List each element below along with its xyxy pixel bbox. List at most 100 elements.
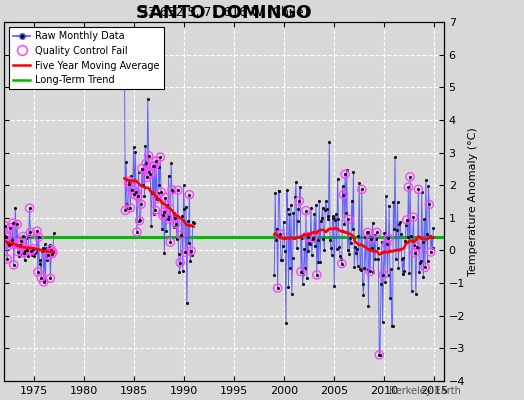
Point bbox=[177, 232, 185, 238]
Point bbox=[43, 252, 52, 258]
Point bbox=[424, 182, 433, 189]
Point bbox=[183, 299, 191, 306]
Point bbox=[307, 205, 315, 212]
Point bbox=[47, 246, 56, 253]
Point bbox=[365, 232, 374, 238]
Point bbox=[377, 281, 385, 288]
Point bbox=[173, 236, 181, 242]
Point bbox=[17, 238, 26, 244]
Point bbox=[181, 249, 190, 255]
Point bbox=[173, 187, 182, 194]
Point bbox=[276, 231, 285, 238]
Point bbox=[159, 212, 167, 219]
Point bbox=[140, 192, 149, 199]
Point bbox=[176, 259, 184, 266]
Point bbox=[374, 244, 382, 251]
Point bbox=[357, 186, 366, 193]
Point bbox=[187, 248, 195, 254]
Point bbox=[306, 241, 314, 247]
Point bbox=[339, 191, 347, 198]
Point bbox=[418, 238, 427, 245]
Point bbox=[311, 242, 319, 249]
Point bbox=[156, 154, 165, 160]
Point bbox=[362, 266, 370, 272]
Point bbox=[49, 230, 58, 237]
Point bbox=[45, 242, 53, 249]
Point bbox=[285, 284, 293, 290]
Point bbox=[154, 189, 162, 196]
Point bbox=[134, 193, 142, 200]
Point bbox=[310, 211, 319, 217]
Point bbox=[367, 236, 375, 242]
Point bbox=[297, 268, 305, 275]
Point bbox=[181, 249, 190, 255]
Point bbox=[150, 162, 159, 169]
Point bbox=[303, 275, 311, 281]
Point bbox=[25, 232, 33, 239]
Point bbox=[419, 274, 428, 280]
Point bbox=[401, 238, 409, 244]
Point bbox=[153, 195, 161, 202]
Point bbox=[19, 250, 28, 256]
Point bbox=[149, 211, 158, 217]
Point bbox=[405, 270, 413, 277]
Point bbox=[347, 240, 355, 246]
Point bbox=[429, 225, 438, 232]
Point bbox=[128, 187, 136, 193]
Point bbox=[39, 279, 48, 285]
Point bbox=[324, 212, 333, 219]
Point bbox=[374, 256, 383, 262]
Text: 33.652 S, 71.616 W (Chile): 33.652 S, 71.616 W (Chile) bbox=[140, 6, 308, 18]
Point bbox=[158, 226, 166, 232]
Point bbox=[313, 272, 321, 278]
Point bbox=[14, 248, 22, 255]
Point bbox=[134, 193, 142, 200]
Point bbox=[171, 215, 179, 221]
Point bbox=[425, 201, 433, 208]
Point bbox=[20, 257, 29, 264]
Point bbox=[121, 68, 129, 74]
Point bbox=[353, 245, 361, 252]
Point bbox=[123, 201, 131, 207]
Point bbox=[412, 244, 421, 250]
Point bbox=[147, 222, 155, 229]
Point bbox=[31, 246, 40, 252]
Point bbox=[1, 222, 9, 229]
Y-axis label: Temperature Anomaly (°C): Temperature Anomaly (°C) bbox=[468, 127, 478, 276]
Point bbox=[36, 257, 45, 264]
Point bbox=[38, 248, 46, 254]
Point bbox=[361, 233, 369, 240]
Point bbox=[346, 235, 354, 241]
Point bbox=[403, 234, 412, 240]
Point bbox=[124, 205, 132, 211]
Point bbox=[48, 250, 56, 257]
Point bbox=[357, 186, 366, 193]
Point bbox=[278, 243, 287, 249]
Point bbox=[304, 248, 313, 254]
Point bbox=[185, 192, 193, 198]
Point bbox=[146, 171, 155, 177]
Point bbox=[19, 233, 27, 240]
Point bbox=[28, 252, 36, 259]
Point bbox=[40, 240, 49, 247]
Point bbox=[325, 139, 333, 146]
Point bbox=[337, 256, 345, 262]
Point bbox=[17, 238, 26, 244]
Point bbox=[124, 180, 133, 187]
Point bbox=[370, 232, 378, 238]
Point bbox=[23, 246, 31, 253]
Point bbox=[357, 267, 365, 274]
Point bbox=[29, 253, 38, 259]
Point bbox=[348, 226, 357, 232]
Point bbox=[309, 235, 317, 241]
Point bbox=[137, 201, 145, 208]
Point bbox=[23, 246, 31, 253]
Point bbox=[420, 216, 429, 222]
Point bbox=[151, 207, 159, 213]
Point bbox=[183, 217, 192, 224]
Point bbox=[363, 229, 371, 235]
Point bbox=[7, 240, 15, 247]
Text: Berkeley Earth: Berkeley Earth bbox=[389, 386, 461, 396]
Point bbox=[327, 244, 335, 251]
Point bbox=[402, 222, 410, 228]
